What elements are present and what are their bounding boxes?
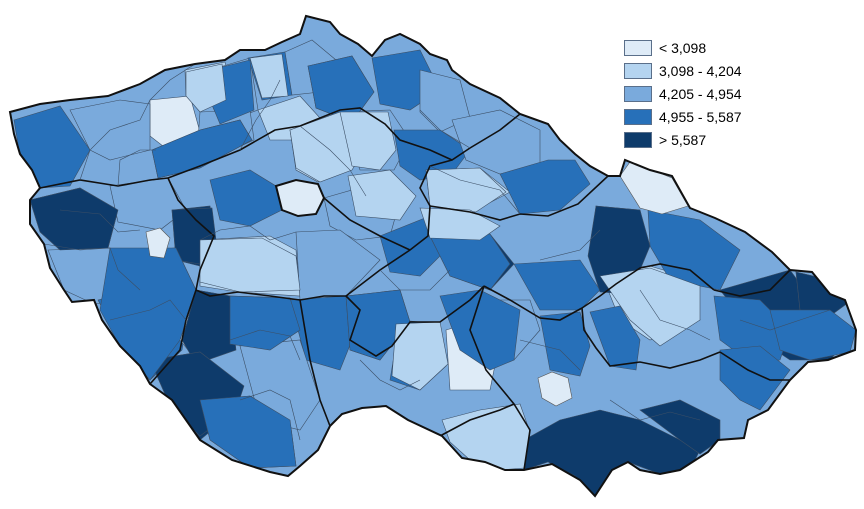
region-district <box>185 63 227 113</box>
region-district <box>99 247 197 381</box>
region-prague <box>274 178 326 218</box>
region-district <box>199 395 297 469</box>
region-district <box>151 119 253 179</box>
region-district <box>513 259 601 311</box>
country-border <box>8 14 858 498</box>
legend-swatch-5 <box>624 131 652 148</box>
region-brno-city <box>537 371 573 407</box>
region-district <box>199 237 301 293</box>
legend-label-5: > 5,587 <box>659 131 707 148</box>
region-plzen-city <box>145 227 171 259</box>
region-district <box>589 305 641 371</box>
region-district <box>719 345 791 411</box>
legend-label-4: 4,955 - 5,587 <box>659 108 742 125</box>
region-district <box>249 53 289 99</box>
region-district <box>307 55 375 123</box>
legend-item: 4,955 - 5,587 <box>624 105 742 128</box>
legend-label-3: 4,205 - 4,954 <box>659 85 742 102</box>
legend-label-1: < 3,098 <box>659 39 707 56</box>
legend-swatch-3 <box>624 85 652 102</box>
legend: < 3,098 3,098 - 4,204 4,205 - 4,954 4,95… <box>624 36 742 151</box>
legend-swatch-1 <box>624 39 652 56</box>
legend-item: < 3,098 <box>624 36 742 59</box>
legend-item: 4,205 - 4,954 <box>624 82 742 105</box>
region-district <box>425 167 507 213</box>
region-district <box>599 267 701 347</box>
legend-item: > 5,587 <box>624 128 742 151</box>
region-borders <box>39 107 791 471</box>
region-district <box>347 169 417 221</box>
legend-item: 3,098 - 4,204 <box>624 59 742 82</box>
district-borders <box>43 63 831 441</box>
region-district <box>339 111 397 171</box>
legend-swatch-4 <box>624 108 652 125</box>
legend-swatch-2 <box>624 62 652 79</box>
legend-label-2: 3,098 - 4,204 <box>659 62 742 79</box>
